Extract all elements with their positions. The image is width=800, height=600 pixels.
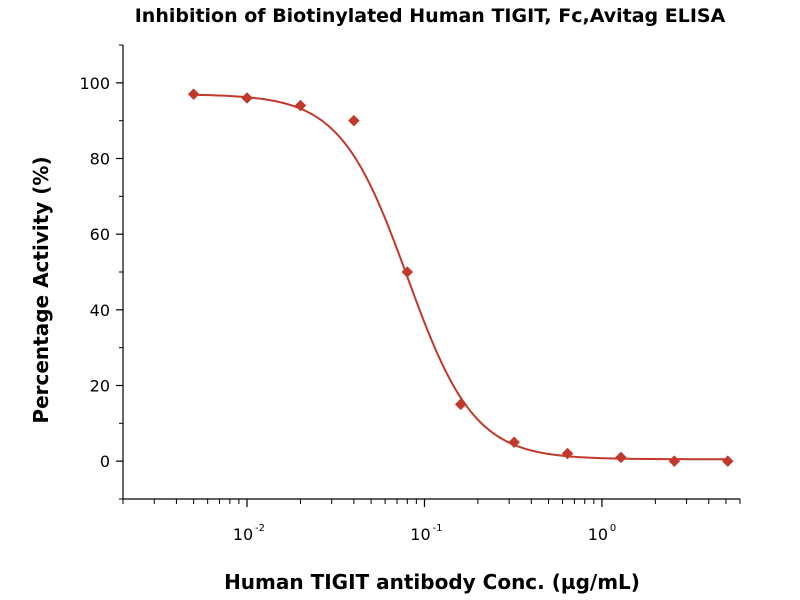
data-point — [508, 436, 520, 449]
fit-curve-group — [193, 93, 728, 461]
y-axis-label: Percentage Activity (%) — [29, 156, 53, 423]
y-tick-label: 100 — [79, 74, 110, 93]
y-tick-label: 0 — [100, 452, 110, 471]
y-tick-label: 80 — [90, 150, 110, 169]
fit-curve — [193, 93, 728, 461]
axes — [122, 45, 740, 500]
y-tick-label: 60 — [90, 225, 110, 244]
y-tick-label: 40 — [90, 301, 110, 320]
x-tick-label: 10 — [410, 525, 430, 544]
x-tick-exponent: -1 — [432, 523, 442, 534]
chart-title: Inhibition of Biotinylated Human TIGIT, … — [135, 5, 726, 27]
data-point — [401, 266, 414, 278]
x-axis-label: Human TIGIT antibody Conc. (µg/mL) — [224, 570, 640, 594]
x-tick-label: 10 — [233, 525, 253, 544]
data-points — [187, 88, 734, 468]
data-point — [187, 88, 200, 101]
data-point — [241, 92, 253, 104]
data-point — [668, 455, 681, 468]
data-point — [721, 455, 734, 468]
x-tick-exponent: -2 — [255, 523, 265, 534]
y-tick-label: 20 — [90, 377, 110, 396]
data-point — [615, 451, 627, 464]
axis-ticks — [116, 44, 741, 507]
x-tick-label: 10 — [588, 525, 608, 544]
data-point — [294, 99, 307, 112]
data-point — [454, 398, 467, 411]
data-point — [561, 447, 574, 460]
data-point — [348, 114, 360, 127]
x-tick-exponent: 0 — [610, 523, 616, 534]
